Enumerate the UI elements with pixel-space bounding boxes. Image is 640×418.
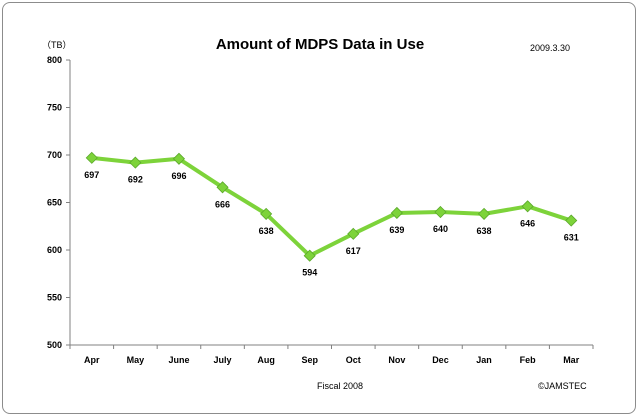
data-point-marker — [172, 152, 186, 165]
data-label: 640 — [433, 224, 448, 234]
x-tick-label: Dec — [432, 355, 449, 365]
copyright-label: ©JAMSTEC — [538, 381, 587, 391]
data-point-marker — [521, 200, 534, 213]
data-point-marker — [347, 227, 360, 240]
y-tick-label: 600 — [47, 245, 62, 255]
data-labels-layer: 697 692 696 666 638 594 617 639 640 638 646 631 — [84, 170, 578, 278]
x-tick-label: June — [168, 355, 189, 365]
x-tick-label: Oct — [346, 355, 361, 365]
x-tick-label: May — [127, 355, 145, 365]
chart-title: Amount of MDPS Data in Use — [216, 36, 424, 53]
data-label: 639 — [389, 225, 404, 235]
data-point-marker — [303, 249, 316, 262]
series-line — [89, 155, 574, 258]
data-point-marker — [565, 214, 578, 227]
x-tick-label: Jan — [476, 355, 492, 365]
x-tick-label: Aug — [257, 355, 275, 365]
data-label: 638 — [259, 226, 274, 236]
x-tick-label: Apr — [84, 355, 100, 365]
y-axis-unit-label: （TB） — [42, 40, 72, 50]
data-label: 594 — [302, 268, 317, 278]
x-tick-label: Sep — [301, 355, 318, 365]
x-axis-title: Fiscal 2008 — [317, 381, 363, 391]
data-label: 631 — [564, 233, 579, 243]
y-tick-label: 800 — [47, 55, 62, 65]
y-tick-label: 550 — [47, 293, 62, 303]
data-label: 638 — [477, 226, 492, 236]
y-tick-label: 650 — [47, 198, 62, 208]
x-tick-label: Mar — [563, 355, 580, 365]
data-label: 666 — [215, 199, 230, 209]
data-point-marker — [85, 151, 98, 164]
data-point-marker — [260, 207, 273, 220]
x-tick-label: July — [214, 355, 232, 365]
data-point-marker — [390, 206, 403, 220]
series-layer — [85, 151, 578, 262]
date-note: 2009.3.30 — [530, 43, 570, 53]
y-tick-label: 500 — [47, 340, 62, 350]
x-axis-ticks: Apr May June July Aug Sep Oct Nov Dec Jan Feb Mar — [69, 345, 594, 365]
data-label: 646 — [520, 218, 535, 228]
data-point-marker — [129, 156, 142, 169]
y-axis-ticks: 500 550 600 650 700 750 800 — [47, 55, 70, 350]
data-label: 617 — [346, 246, 361, 256]
y-tick-label: 700 — [47, 150, 62, 160]
x-tick-label: Nov — [388, 355, 405, 365]
data-label: 692 — [128, 175, 143, 185]
data-point-marker — [216, 181, 229, 194]
x-tick-label: Feb — [520, 355, 537, 365]
data-label: 696 — [171, 171, 186, 181]
data-point-marker — [477, 207, 491, 220]
data-point-marker — [434, 205, 447, 219]
data-label: 697 — [84, 170, 99, 180]
y-tick-label: 750 — [47, 103, 62, 113]
